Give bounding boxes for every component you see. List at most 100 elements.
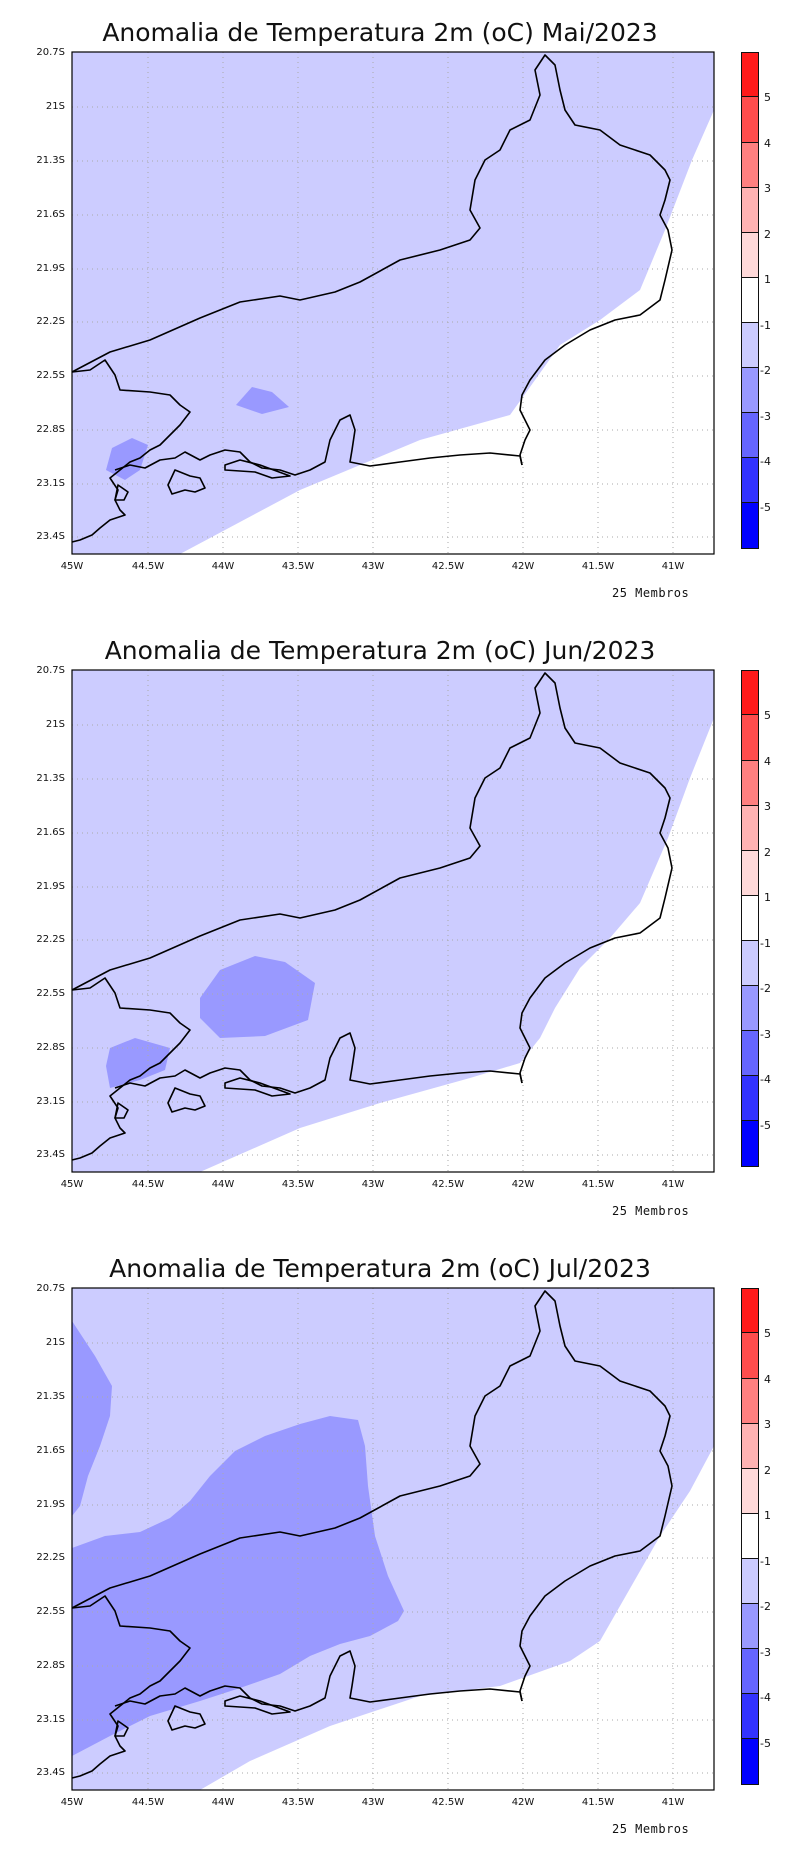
anomaly-region-mid	[236, 387, 289, 414]
colorbar-bin	[742, 188, 758, 233]
x-tick-label: 44.5W	[131, 561, 165, 572]
colorbar-bin	[742, 143, 758, 188]
colorbar-bin	[742, 1739, 758, 1784]
x-tick-label: 41.5W	[581, 561, 615, 572]
x-tick-label: 42W	[511, 561, 535, 572]
y-tick-label: 23.4S	[36, 1149, 65, 1160]
map-title: Anomalia de Temperatura 2m (oC) Jun/2023	[104, 636, 656, 665]
x-tick-label: 44.5W	[131, 1179, 165, 1190]
colorbar-bin	[742, 458, 758, 503]
x-tick-label: 42W	[511, 1179, 535, 1190]
x-tick-label: 41W	[661, 1797, 685, 1808]
colorbar-label: 5	[764, 91, 771, 104]
y-tick-label: 21.9S	[36, 881, 65, 892]
map-grid	[72, 1288, 714, 1790]
colorbar-bin	[742, 368, 758, 413]
x-tick-label: 44W	[211, 561, 235, 572]
x-tick-label: 43.5W	[281, 1179, 315, 1190]
x-tick-label: 45W	[60, 1797, 84, 1808]
colorbar-label: 4	[764, 1373, 771, 1386]
x-tick-label: 41.5W	[581, 1797, 615, 1808]
x-tick-label: 42.5W	[431, 1179, 465, 1190]
anomaly-region-mid	[200, 956, 315, 1038]
y-tick-label: 22.8S	[36, 1660, 65, 1671]
x-tick-label: 41W	[661, 561, 685, 572]
colorbar-bin	[742, 413, 758, 458]
colorbar-bin	[742, 986, 758, 1031]
colorbar-bin	[742, 671, 758, 715]
colorbar-bin	[742, 278, 758, 323]
members-note: 25 Membros	[612, 586, 690, 600]
y-tick-label: 20.7S	[36, 665, 65, 676]
x-tick-label: 45W	[60, 1179, 84, 1190]
map-plot	[71, 669, 715, 1173]
colorbar-label: 2	[764, 228, 771, 241]
colorbar-label: 1	[764, 273, 771, 286]
map-title: Anomalia de Temperatura 2m (oC) Mai/2023	[102, 18, 658, 47]
x-tick-label: 43W	[361, 561, 385, 572]
colorbar-label: 3	[764, 1418, 771, 1431]
colorbar-label: -2	[760, 982, 771, 995]
y-tick-label: 21.3S	[36, 1391, 65, 1402]
colorbar-label: 2	[764, 846, 771, 859]
colorbar-label: -2	[760, 1600, 771, 1613]
colorbar-bin	[742, 97, 758, 143]
colorbar-bin	[742, 1289, 758, 1333]
colorbar-bin	[742, 503, 758, 548]
anomaly-region-mid	[72, 1416, 404, 1756]
colorbar-bin	[742, 1694, 758, 1739]
y-tick-label: 22.5S	[36, 1606, 65, 1617]
colorbar-label: 5	[764, 709, 771, 722]
y-tick-label: 21.6S	[36, 1445, 65, 1456]
map-plot	[71, 1287, 715, 1791]
colorbar-bin	[742, 1514, 758, 1559]
map-plot	[71, 51, 715, 555]
y-tick-label: 23.1S	[36, 1096, 65, 1107]
map-grid	[72, 52, 714, 554]
colorbar	[741, 1288, 759, 1785]
y-tick-label: 21S	[45, 101, 65, 112]
colorbar-label: -1	[760, 319, 771, 332]
x-tick-label: 41W	[661, 1179, 685, 1190]
y-tick-label: 22.2S	[36, 934, 65, 945]
colorbar-label: -5	[760, 501, 771, 514]
panel-jul: Anomalia de Temperatura 2m (oC) Jul/2023	[0, 1236, 800, 1854]
colorbar-label: 1	[764, 1509, 771, 1522]
anomaly-region-mid	[106, 1038, 170, 1088]
y-tick-label: 21.6S	[36, 209, 65, 220]
colorbar-bin	[742, 233, 758, 278]
colorbar-bin	[742, 1649, 758, 1694]
colorbar-label: -1	[760, 1555, 771, 1568]
colorbar-bin	[742, 1604, 758, 1649]
y-tick-label: 23.4S	[36, 1767, 65, 1778]
colorbar-bin	[742, 1031, 758, 1076]
y-tick-label: 22.2S	[36, 316, 65, 327]
colorbar-label: -4	[760, 455, 771, 468]
colorbar-bin	[742, 1121, 758, 1166]
y-tick-label: 21S	[45, 1337, 65, 1348]
members-note: 25 Membros	[612, 1822, 690, 1836]
colorbar-label: 1	[764, 891, 771, 904]
colorbar-label: -4	[760, 1691, 771, 1704]
colorbar-label: 4	[764, 137, 771, 150]
x-tick-label: 44W	[211, 1797, 235, 1808]
y-tick-label: 21.3S	[36, 155, 65, 166]
anomaly-region-light	[72, 52, 714, 554]
colorbar-label: -3	[760, 1646, 771, 1659]
coastline	[71, 672, 673, 1161]
y-tick-label: 20.7S	[36, 1283, 65, 1294]
y-tick-label: 21.9S	[36, 1499, 65, 1510]
anomaly-region-light	[72, 670, 714, 1172]
y-tick-label: 23.1S	[36, 478, 65, 489]
colorbar	[741, 52, 759, 549]
y-tick-label: 22.8S	[36, 424, 65, 435]
colorbar-label: 5	[764, 1327, 771, 1340]
y-tick-label: 21S	[45, 719, 65, 730]
colorbar-bin	[742, 323, 758, 368]
colorbar-bin	[742, 1076, 758, 1121]
colorbar-bin	[742, 1424, 758, 1469]
map-title: Anomalia de Temperatura 2m (oC) Jul/2023	[109, 1254, 651, 1283]
members-note: 25 Membros	[612, 1204, 690, 1218]
anomaly-region-mid	[72, 1321, 112, 1516]
colorbar-label: -1	[760, 937, 771, 950]
